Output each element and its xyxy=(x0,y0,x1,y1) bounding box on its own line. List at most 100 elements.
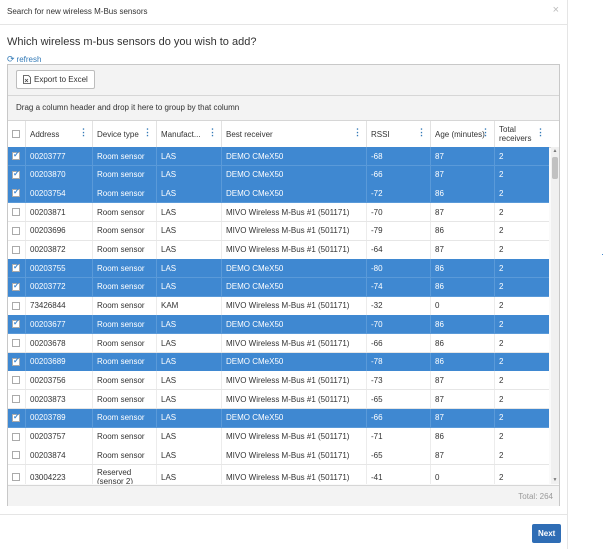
column-header-address[interactable]: Address ⋮ xyxy=(25,121,92,147)
cell-age: 86 xyxy=(430,315,494,334)
row-checkbox[interactable] xyxy=(12,395,20,404)
column-header-label: Best receiver xyxy=(226,129,273,139)
next-button[interactable]: Next xyxy=(532,524,561,543)
export-to-excel-button[interactable]: Export to Excel xyxy=(16,70,95,89)
grid-scrollbar[interactable]: ▲ ▼ xyxy=(551,147,559,484)
cell-rssi: -73 xyxy=(366,371,430,390)
cell-total: 2 xyxy=(494,315,549,334)
row-checkbox[interactable] xyxy=(12,473,20,482)
cell-device: Room sensor xyxy=(92,334,156,352)
column-header-label: Total receivers xyxy=(499,125,532,143)
cell-rssi: -70 xyxy=(366,203,430,222)
column-header-rssi[interactable]: RSSI ⋮ xyxy=(366,121,430,147)
cell-rssi: -32 xyxy=(366,296,430,315)
row-checkbox[interactable] xyxy=(12,451,20,460)
scrollbar-thumb[interactable] xyxy=(552,157,558,179)
cell-manuf: LAS xyxy=(156,259,221,278)
cell-age: 86 xyxy=(430,334,494,352)
column-header-label: Device type xyxy=(97,129,139,139)
table-row[interactable]: 00203756 Room sensor LAS MIVO Wireless M-Bu… xyxy=(8,371,549,391)
row-checkbox[interactable] xyxy=(12,301,20,310)
row-checkbox[interactable] xyxy=(12,432,20,441)
scroll-down-icon[interactable]: ▼ xyxy=(552,477,558,483)
table-row[interactable]: 00203871 Room sensor LAS MIVO Wireless M-Bu… xyxy=(8,203,549,223)
cell-receiver: MIVO Wireless M-Bus #1 (501171) xyxy=(221,427,366,446)
cell-device: Room sensor xyxy=(92,315,156,334)
table-row[interactable]: 00203696 Room sensor LAS MIVO Wireless M-Bu… xyxy=(8,221,549,241)
cell-receiver: MIVO Wireless M-Bus #1 (501171) xyxy=(221,203,366,222)
cell-rssi: -72 xyxy=(366,184,430,203)
cell-rssi: -79 xyxy=(366,221,430,240)
cell-age: 87 xyxy=(430,165,494,184)
select-all-checkbox[interactable] xyxy=(12,130,20,138)
cell-manuf: LAS xyxy=(156,240,221,259)
column-menu-icon[interactable]: ⋮ xyxy=(417,127,426,137)
cell-rssi: -66 xyxy=(366,334,430,352)
cell-receiver: DEMO CMeX50 xyxy=(221,315,366,334)
cell-age: 86 xyxy=(430,259,494,278)
dialog-footer: Next xyxy=(0,514,567,550)
row-checkbox[interactable] xyxy=(12,376,20,385)
cell-age: 86 xyxy=(430,184,494,203)
table-row[interactable]: 00203872 Room sensor LAS MIVO Wireless M-Bu… xyxy=(8,240,549,260)
table-row[interactable]: 00203678 Room sensor LAS MIVO Wireless M-Bu… xyxy=(8,334,549,353)
column-menu-icon[interactable]: ⋮ xyxy=(536,127,545,137)
cell-manuf: LAS xyxy=(156,277,221,296)
row-checkbox[interactable] xyxy=(12,281,20,291)
row-checkbox[interactable] xyxy=(12,169,20,179)
table-row[interactable]: 00203757 Room sensor LAS MIVO Wireless M-Bu… xyxy=(8,427,549,447)
cell-receiver: MIVO Wireless M-Bus #1 (501171) xyxy=(221,464,366,484)
group-by-hint: Drag a column header and drop it here to… xyxy=(16,103,240,112)
cell-device: Room sensor xyxy=(92,165,156,184)
cell-total: 2 xyxy=(494,390,549,409)
row-checkbox[interactable] xyxy=(12,412,20,422)
cell-manuf: LAS xyxy=(156,165,221,184)
cell-manuf: LAS xyxy=(156,221,221,240)
column-menu-icon[interactable]: ⋮ xyxy=(481,127,490,137)
row-checkbox[interactable] xyxy=(12,318,20,329)
close-icon[interactable]: × xyxy=(552,4,559,16)
row-checkbox[interactable] xyxy=(12,226,20,235)
scroll-up-icon[interactable]: ▲ xyxy=(552,148,558,154)
column-header-manuf[interactable]: Manufact... ⋮ xyxy=(156,121,221,147)
group-by-panel[interactable]: Drag a column header and drop it here to… xyxy=(8,96,559,121)
cell-manuf: LAS xyxy=(156,408,221,427)
row-checkbox[interactable] xyxy=(12,245,20,254)
excel-file-icon xyxy=(23,75,31,84)
table-row[interactable]: 73426844 Room sensor KAM MIVO Wireless M-Bu… xyxy=(8,296,549,316)
column-header-age[interactable]: Age (minutes) ⋮ xyxy=(430,121,494,147)
cell-address: 00203874 xyxy=(25,446,92,465)
table-row[interactable]: 03004223 Reserved (sensor 2) LAS MIVO Wirel… xyxy=(8,464,549,484)
row-checkbox[interactable] xyxy=(12,150,20,160)
column-header-label: Age (minutes) xyxy=(435,129,485,139)
table-row[interactable]: 00203874 Room sensor LAS MIVO Wireless M-Bu… xyxy=(8,446,549,466)
cell-total: 2 xyxy=(494,184,549,203)
column-menu-icon[interactable]: ⋮ xyxy=(208,127,217,137)
row-checkbox[interactable] xyxy=(12,339,20,347)
refresh-link[interactable]: ⟳ refresh xyxy=(7,54,41,65)
row-checkbox[interactable] xyxy=(12,208,20,217)
column-menu-icon[interactable]: ⋮ xyxy=(79,127,88,137)
column-header-check[interactable] xyxy=(8,121,25,147)
cell-total: 2 xyxy=(494,277,549,296)
row-checkbox[interactable] xyxy=(12,187,20,198)
cell-total: 2 xyxy=(494,165,549,184)
column-header-device[interactable]: Device type ⋮ xyxy=(92,121,156,147)
cell-total: 2 xyxy=(494,147,549,165)
row-checkbox[interactable] xyxy=(12,262,20,273)
column-menu-icon[interactable]: ⋮ xyxy=(143,127,152,137)
table-row[interactable]: 00203873 Room sensor LAS MIVO Wireless M-Bu… xyxy=(8,390,549,410)
column-header-total[interactable]: Total receivers ⋮ xyxy=(494,121,549,147)
column-header-receiver[interactable]: Best receiver ⋮ xyxy=(221,121,366,147)
row-checkbox[interactable] xyxy=(12,356,20,366)
cell-rssi: -70 xyxy=(366,315,430,334)
column-menu-icon[interactable]: ⋮ xyxy=(353,127,362,137)
